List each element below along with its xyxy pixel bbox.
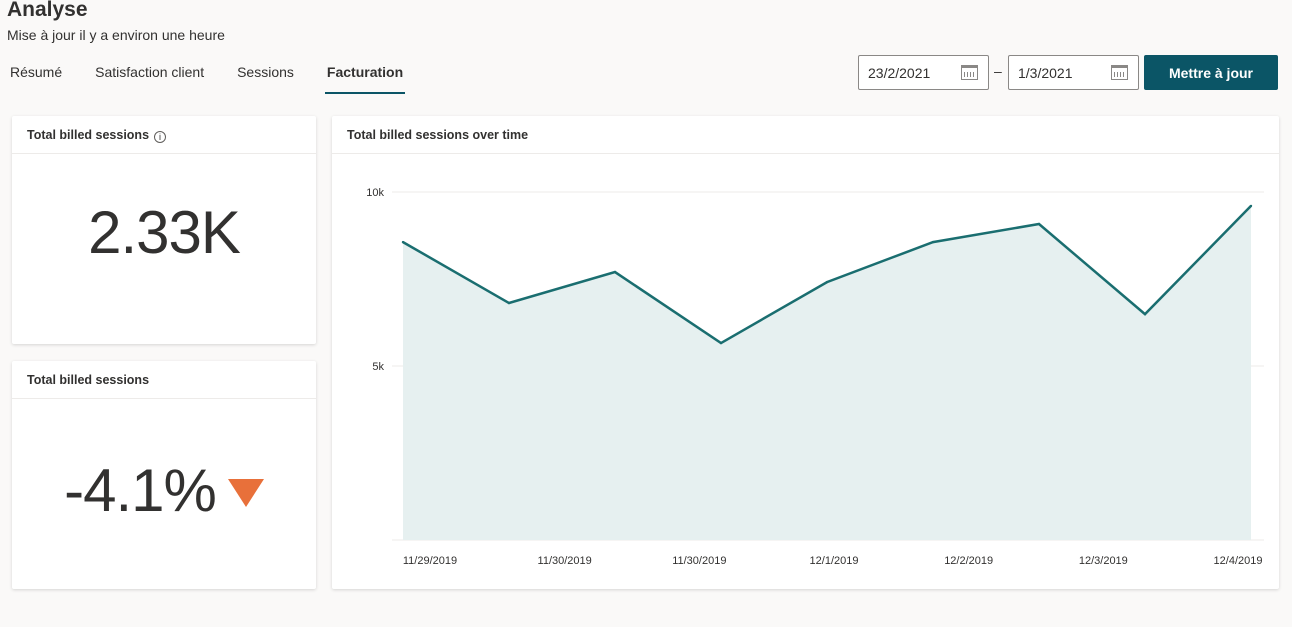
- page-title: Analyse: [7, 0, 88, 21]
- x-tick-label: 12/4/2019: [1214, 555, 1263, 567]
- start-date-picker[interactable]: 23/2/2021: [858, 55, 989, 90]
- data-point: [931, 240, 935, 244]
- end-date-value: 1/3/2021: [1018, 65, 1073, 81]
- x-tick-label: 11/30/2019: [538, 555, 592, 567]
- data-point: [719, 341, 723, 345]
- tab-facturation[interactable]: Facturation: [324, 62, 406, 94]
- data-point: [401, 240, 405, 244]
- data-point: [825, 280, 829, 284]
- calendar-icon[interactable]: [1111, 65, 1128, 80]
- y-tick-label: 10k: [366, 187, 384, 199]
- kpi-title: Total billed sessions: [27, 373, 150, 387]
- last-updated: Mise à jour il y a environ une heure: [7, 27, 225, 43]
- update-button[interactable]: Mettre à jour: [1144, 55, 1278, 90]
- info-icon[interactable]: i: [154, 131, 167, 143]
- y-tick-label: 5k: [372, 361, 384, 373]
- x-tick-label: 11/29/2019: [403, 555, 457, 567]
- kpi-card-total: Total billed sessions i 2.33K: [12, 116, 316, 344]
- area-fill: [403, 205, 1251, 541]
- date-separator: –: [994, 63, 1002, 79]
- chart-title: Total billed sessions over time: [347, 128, 529, 142]
- data-point: [613, 270, 617, 274]
- tab-sessions[interactable]: Sessions: [237, 64, 294, 80]
- tab-satisfaction[interactable]: Satisfaction client: [95, 64, 205, 80]
- start-date-value: 23/2/2021: [868, 65, 931, 81]
- calendar-icon[interactable]: [961, 65, 978, 80]
- end-date-picker[interactable]: 1/3/2021: [1008, 55, 1139, 90]
- x-tick-label: 12/3/2019: [1079, 555, 1128, 567]
- data-point: [1143, 312, 1147, 316]
- tab-resume[interactable]: Résumé: [10, 64, 63, 80]
- trend-down-icon: [227, 479, 264, 507]
- tab-bar: Résumé Satisfaction client Sessions Fact…: [10, 62, 438, 94]
- kpi-title: Total billed sessions: [27, 128, 150, 142]
- area-chart: 10k 5k 11/29/2019 11/30/2019 11/30/2019 12/1/…: [366, 187, 1264, 567]
- data-point: [1249, 204, 1253, 208]
- x-tick-label: 12/2/2019: [944, 555, 993, 567]
- data-point: [507, 301, 511, 305]
- data-point: [1037, 222, 1041, 226]
- x-tick-label: 12/1/2019: [810, 555, 859, 567]
- kpi-change-value: -4.1%: [64, 457, 217, 524]
- kpi-card-change: Total billed sessions -4.1%: [12, 361, 316, 589]
- x-tick-label: 11/30/2019: [672, 555, 726, 567]
- chart-card: Total billed sessions over time 10k 5k 11/…: [332, 116, 1279, 589]
- kpi-value: 2.33K: [88, 199, 241, 266]
